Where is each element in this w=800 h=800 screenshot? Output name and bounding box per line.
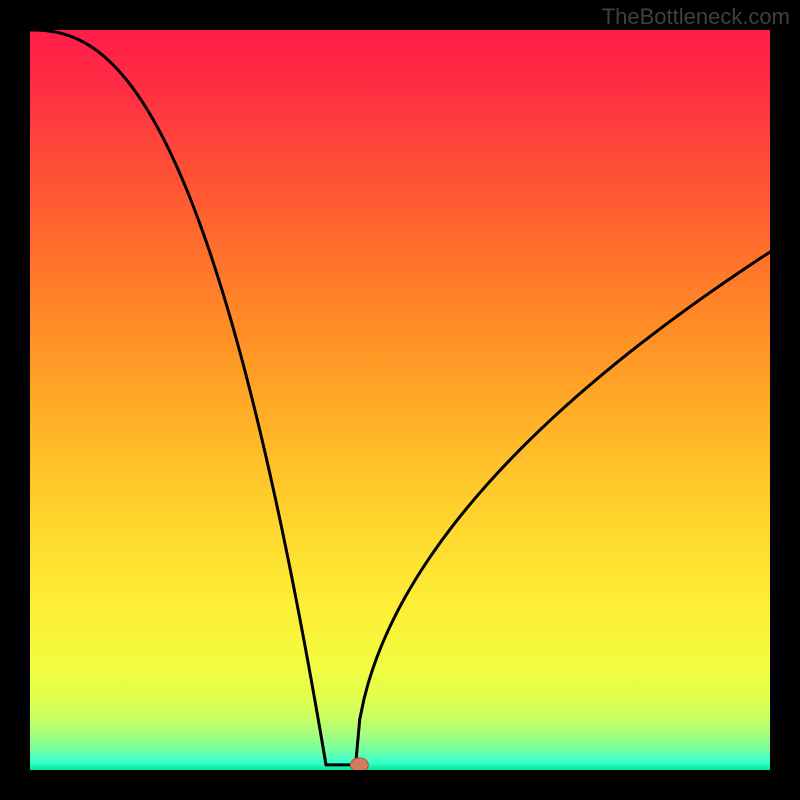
gradient-background xyxy=(30,30,770,770)
chart-container: TheBottleneck.com xyxy=(0,0,800,800)
bottleneck-chart xyxy=(0,0,800,800)
watermark-text: TheBottleneck.com xyxy=(602,4,790,30)
optimal-point-marker xyxy=(350,758,368,772)
